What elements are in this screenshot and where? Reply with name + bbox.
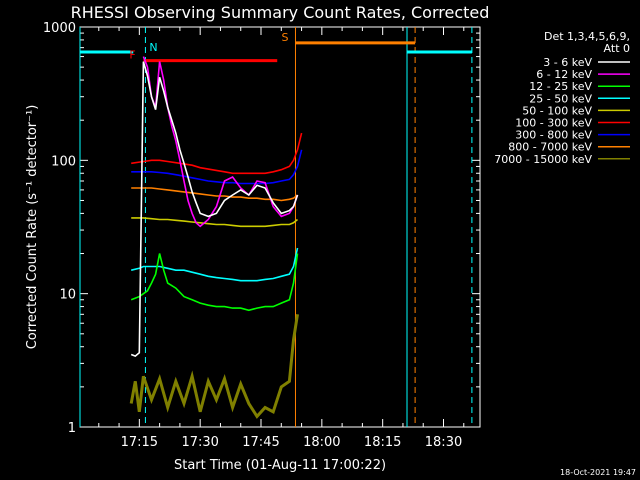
- legend-label: 800 - 7000 keV: [508, 141, 592, 154]
- y-axis-label: Corrected Count Rate (s⁻¹ detector⁻¹): [25, 105, 40, 350]
- x-tick-label: 17:30: [181, 435, 218, 450]
- y-tick-label: 100: [51, 154, 76, 169]
- series-line-50-100-kev: [131, 217, 299, 228]
- legend-label: 300 - 800 keV: [515, 129, 592, 142]
- status-flag-label: S: [281, 31, 288, 44]
- legend-label: 3 - 6 keV: [543, 56, 592, 69]
- footer-timestamp: 18-Oct-2021 19:47: [560, 468, 636, 477]
- series-line-12-25-kev: [130, 253, 299, 312]
- legend-label: 50 - 100 keV: [522, 104, 592, 117]
- y-tick-label: 1000: [43, 21, 76, 36]
- axis-ticks: [80, 26, 480, 428]
- time-marker-label: N: [149, 41, 157, 54]
- legend-label: 6 - 12 keV: [536, 68, 592, 81]
- x-tick-labels: 17:15 17:30 17:45 18:00 18:15 18:30: [121, 435, 463, 450]
- status-bars: FS: [80, 31, 472, 63]
- legend-title-line1: Det 1,3,4,5,6,9,: [544, 30, 630, 43]
- legend-label: 25 - 50 keV: [529, 92, 592, 105]
- legend-label: 7000 - 15000 keV: [494, 153, 592, 166]
- y-tick-label: 10: [59, 288, 76, 303]
- series-line-7000-15000-kev: [129, 314, 299, 419]
- x-axis-label: Start Time (01-Aug-11 17:00:22): [174, 458, 386, 473]
- series-line-3-6-kev: [130, 61, 299, 358]
- y-tick-label: 1: [68, 421, 76, 436]
- x-tick-label: 18:15: [364, 435, 401, 450]
- series-lines: [129, 56, 303, 419]
- legend-label: 12 - 25 keV: [529, 80, 592, 93]
- series-line-100-300-kev: [131, 132, 303, 175]
- x-tick-label: 18:30: [425, 435, 462, 450]
- legend-label: 100 - 300 keV: [515, 117, 592, 130]
- plot-area: N FS: [79, 26, 481, 428]
- time-markers: N: [79, 27, 473, 427]
- legend-title-line2: Att 0: [604, 42, 630, 55]
- x-tick-label: 18:00: [303, 435, 340, 450]
- x-tick-label: 17:15: [121, 435, 158, 450]
- y-tick-labels: 1 10 100 1000: [43, 21, 76, 436]
- chart-title: RHESSI Observing Summary Count Rates, Co…: [71, 3, 490, 22]
- x-tick-label: 17:45: [242, 435, 279, 450]
- status-flag-label: F: [129, 49, 135, 62]
